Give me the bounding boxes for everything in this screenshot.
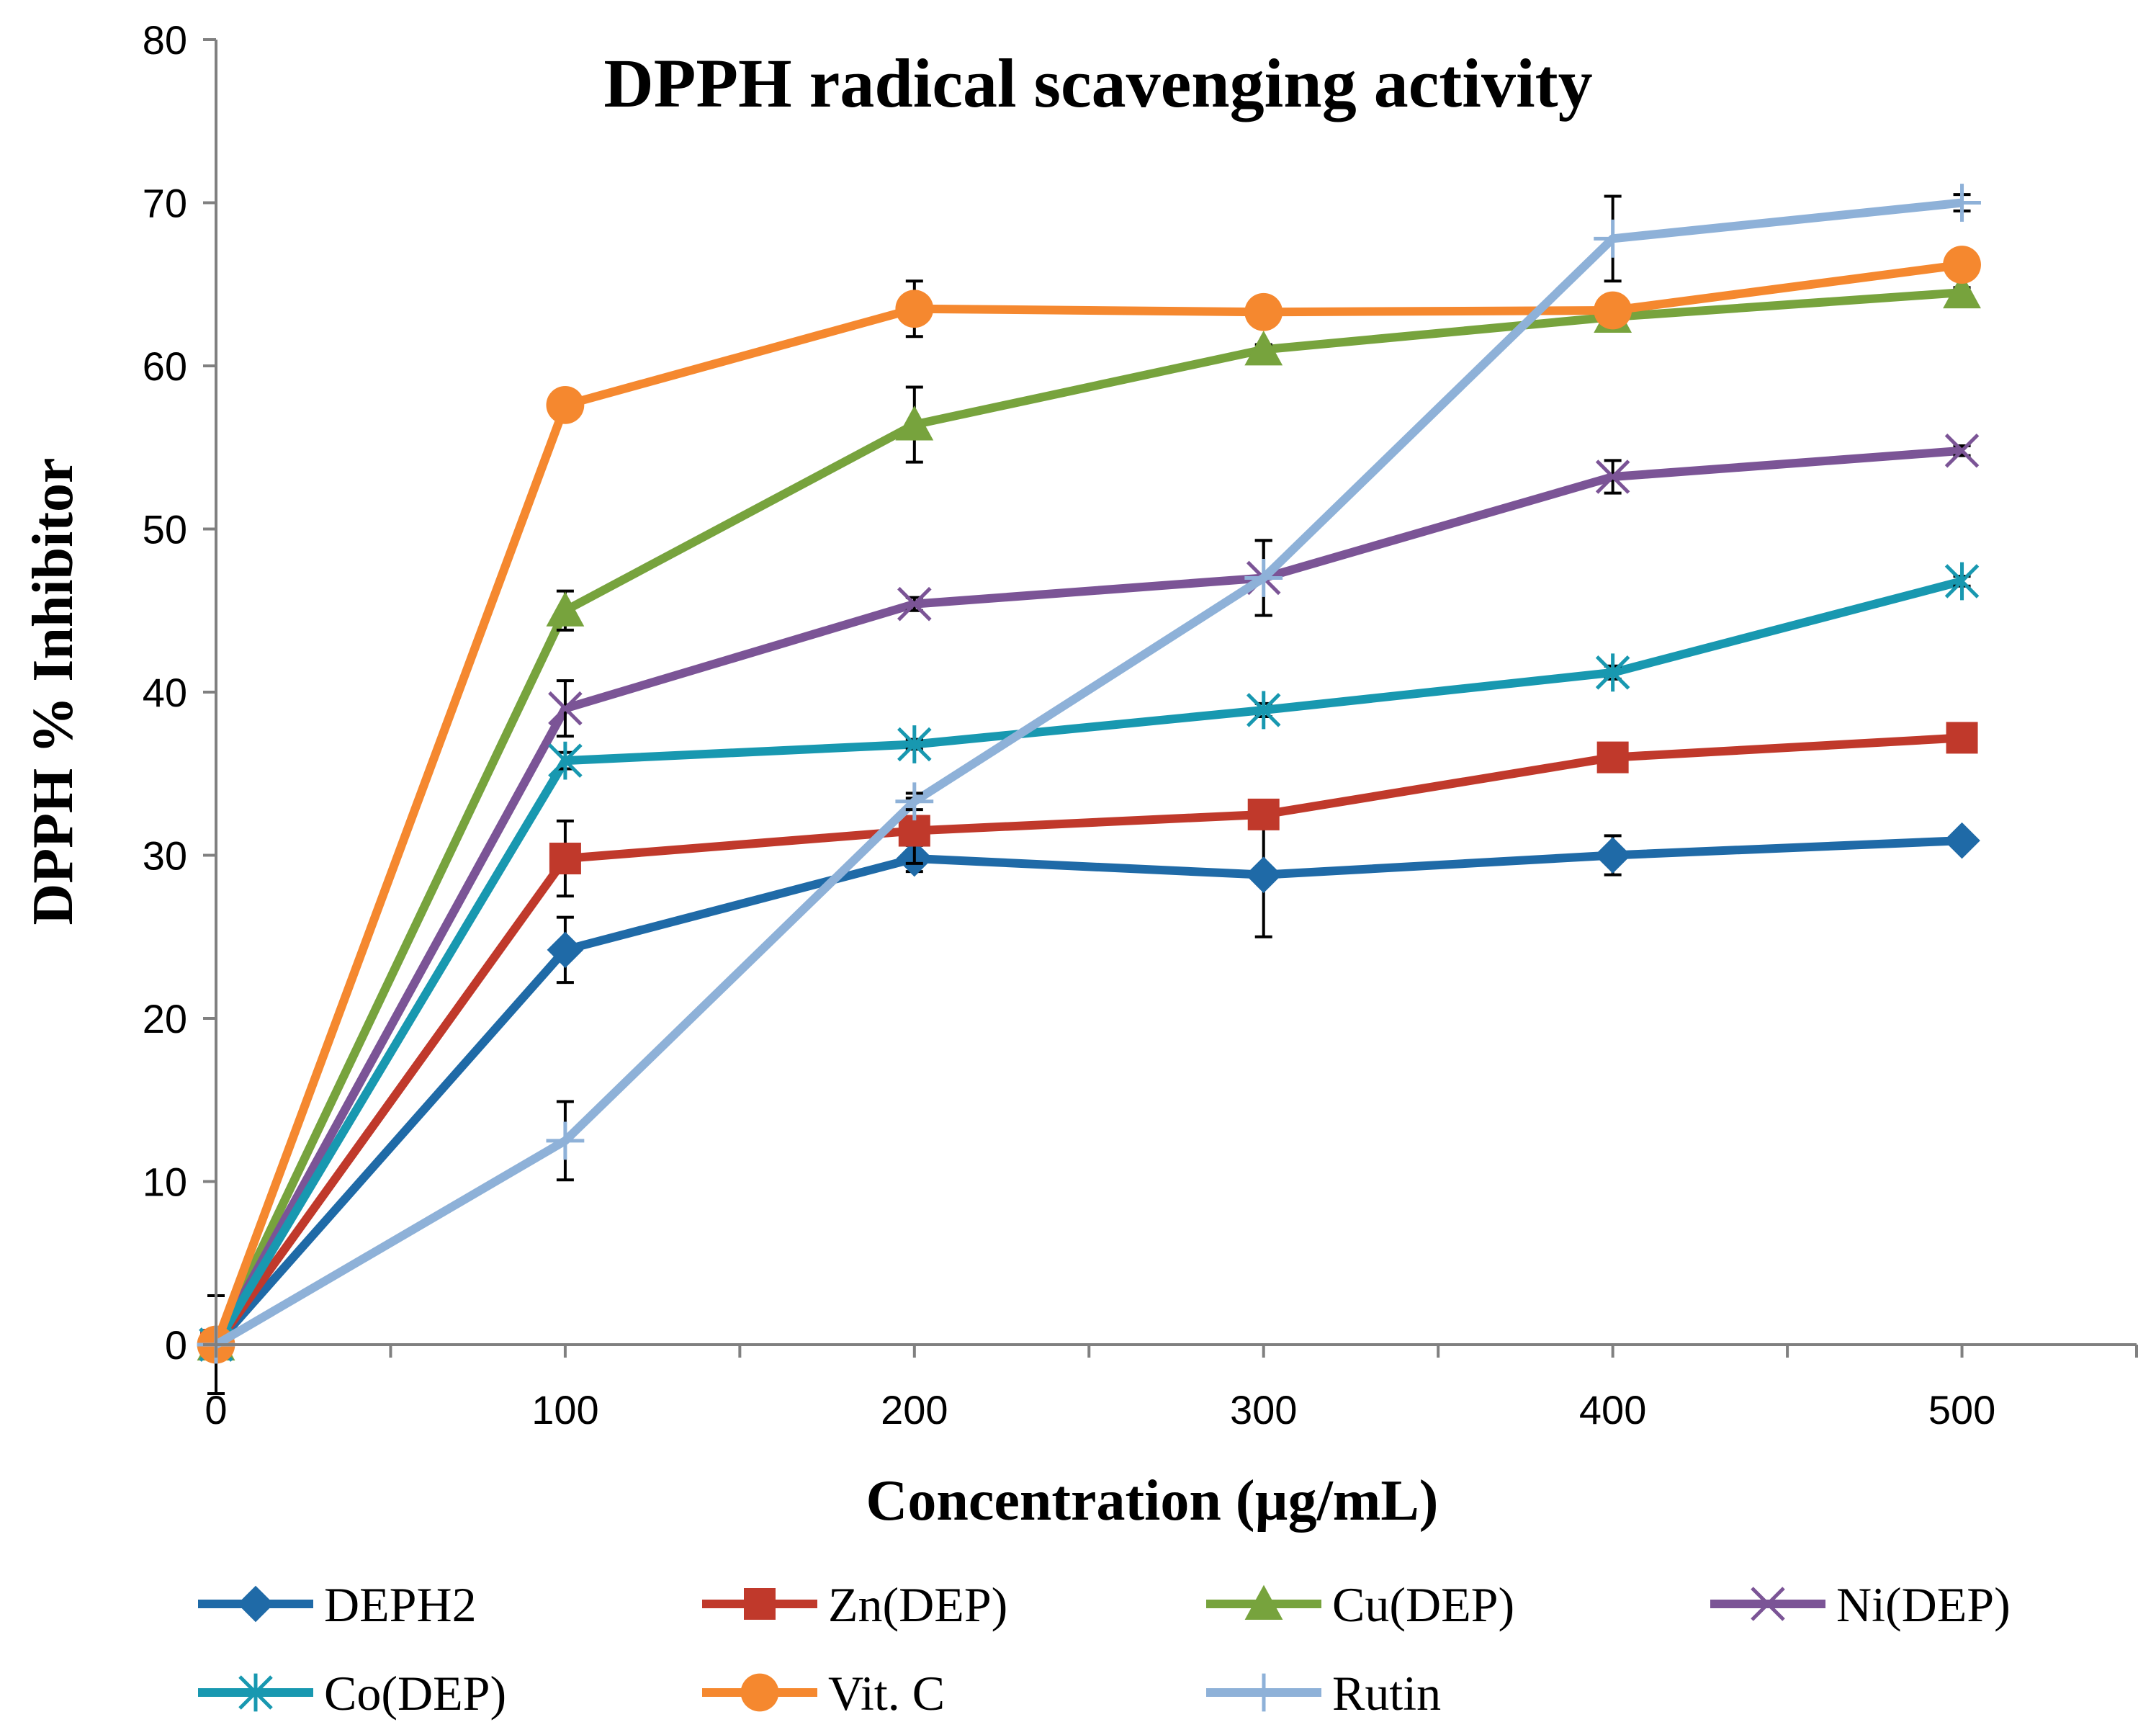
x-axis-ticks: 0 100 200 300 400 500 [205, 1345, 2138, 1433]
data-point [1943, 273, 1981, 309]
data-point [1943, 184, 1981, 222]
data-point [897, 725, 932, 763]
x-tick-label: 0 [205, 1387, 227, 1433]
data-point [1244, 292, 1283, 331]
series-ni-dep [199, 434, 1980, 1362]
series-line [212, 733, 1962, 1348]
data-point [1595, 459, 1630, 494]
series-co-dep [199, 562, 1980, 1364]
legend-label: DEPH2 [324, 1577, 477, 1632]
data-point [1594, 291, 1632, 330]
y-tick-label: 40 [143, 670, 187, 715]
data-point [547, 931, 584, 969]
data-point [546, 385, 585, 424]
x-tick-label: 300 [1230, 1387, 1297, 1433]
series-line [212, 260, 1963, 1347]
legend: DEPH2 Zn(DEP) Cu(DEP) Ni(DEP) Co(DEP) Vit. C R… [198, 1577, 2011, 1721]
data-point [1247, 798, 1280, 830]
y-tick-label: 50 [143, 507, 187, 552]
legend-marker [1751, 1587, 1785, 1621]
data-point [549, 843, 581, 875]
legend-item-rutin: Rutin [1206, 1666, 1441, 1721]
legend-item-cu-dep: Cu(DEP) [1206, 1577, 1514, 1632]
y-tick-label: 20 [143, 996, 187, 1041]
data-point [548, 741, 583, 780]
data-point [1595, 653, 1630, 692]
data-point [1246, 691, 1281, 730]
data-point [546, 591, 585, 627]
data-point [1244, 330, 1283, 366]
legend-item-vit-c: Vit. C [702, 1666, 945, 1721]
series-line [212, 577, 1964, 1348]
series-line [212, 288, 1962, 1347]
x-tick-label: 500 [1928, 1387, 1995, 1433]
data-point [1594, 219, 1632, 258]
data-point [1944, 434, 1980, 468]
y-tick-label: 80 [143, 17, 187, 63]
data-point [1245, 856, 1283, 893]
series-line [212, 446, 1962, 1347]
y-tick-label: 10 [143, 1160, 187, 1205]
series-rutin [197, 184, 1981, 1395]
legend-item-ni-dep: Ni(DEP) [1710, 1577, 2011, 1632]
data-point [895, 405, 934, 441]
y-tick-label: 70 [143, 181, 187, 226]
legend-marker [1244, 1584, 1283, 1620]
legend-marker [740, 1673, 779, 1712]
data-point [1944, 562, 1980, 601]
data-point [546, 1121, 585, 1160]
x-tick-label: 100 [531, 1387, 598, 1433]
y-tick-label: 0 [165, 1322, 187, 1368]
legend-item-co-dep: Co(DEP) [198, 1666, 506, 1721]
data-point [895, 290, 934, 328]
data-point [895, 782, 934, 821]
y-tick-label: 30 [143, 833, 187, 879]
series-line [213, 198, 1963, 1349]
x-tick-label: 200 [881, 1387, 948, 1433]
legend-marker [238, 1673, 273, 1712]
legend-marker [744, 1588, 776, 1620]
x-tick-label: 400 [1579, 1387, 1646, 1433]
legend-label: Zn(DEP) [828, 1577, 1007, 1632]
legend-label: Cu(DEP) [1332, 1577, 1514, 1632]
legend-label: Rutin [1332, 1666, 1441, 1721]
plot-area [197, 184, 1981, 1395]
data-point [548, 691, 583, 726]
data-point [1944, 822, 1980, 859]
y-tick-label: 60 [143, 344, 187, 389]
data-point [1943, 246, 1981, 284]
chart-title: DPPH radical scavenging activity [603, 45, 1592, 122]
series-line [212, 836, 1962, 1348]
data-point [1596, 741, 1629, 774]
y-axis-title: DPPH % Inhibitor [22, 458, 85, 925]
legend-marker [1244, 1673, 1283, 1712]
legend-label: Ni(DEP) [1836, 1577, 2011, 1632]
legend-item-deph2: DEPH2 [198, 1577, 477, 1632]
x-axis-title: Concentration (µg/mL) [866, 1469, 1439, 1533]
data-point [1594, 837, 1631, 874]
legend-item-zn-dep: Zn(DEP) [702, 1577, 1007, 1632]
series-vit-c [197, 246, 1981, 1364]
legend-marker [237, 1585, 274, 1623]
data-point [1946, 722, 1978, 754]
legend-label: Vit. C [828, 1666, 945, 1721]
legend-label: Co(DEP) [324, 1666, 506, 1721]
y-axis-ticks: 0 10 20 30 40 50 60 70 80 [143, 17, 216, 1368]
data-point [1244, 559, 1283, 597]
data-point [897, 586, 932, 622]
